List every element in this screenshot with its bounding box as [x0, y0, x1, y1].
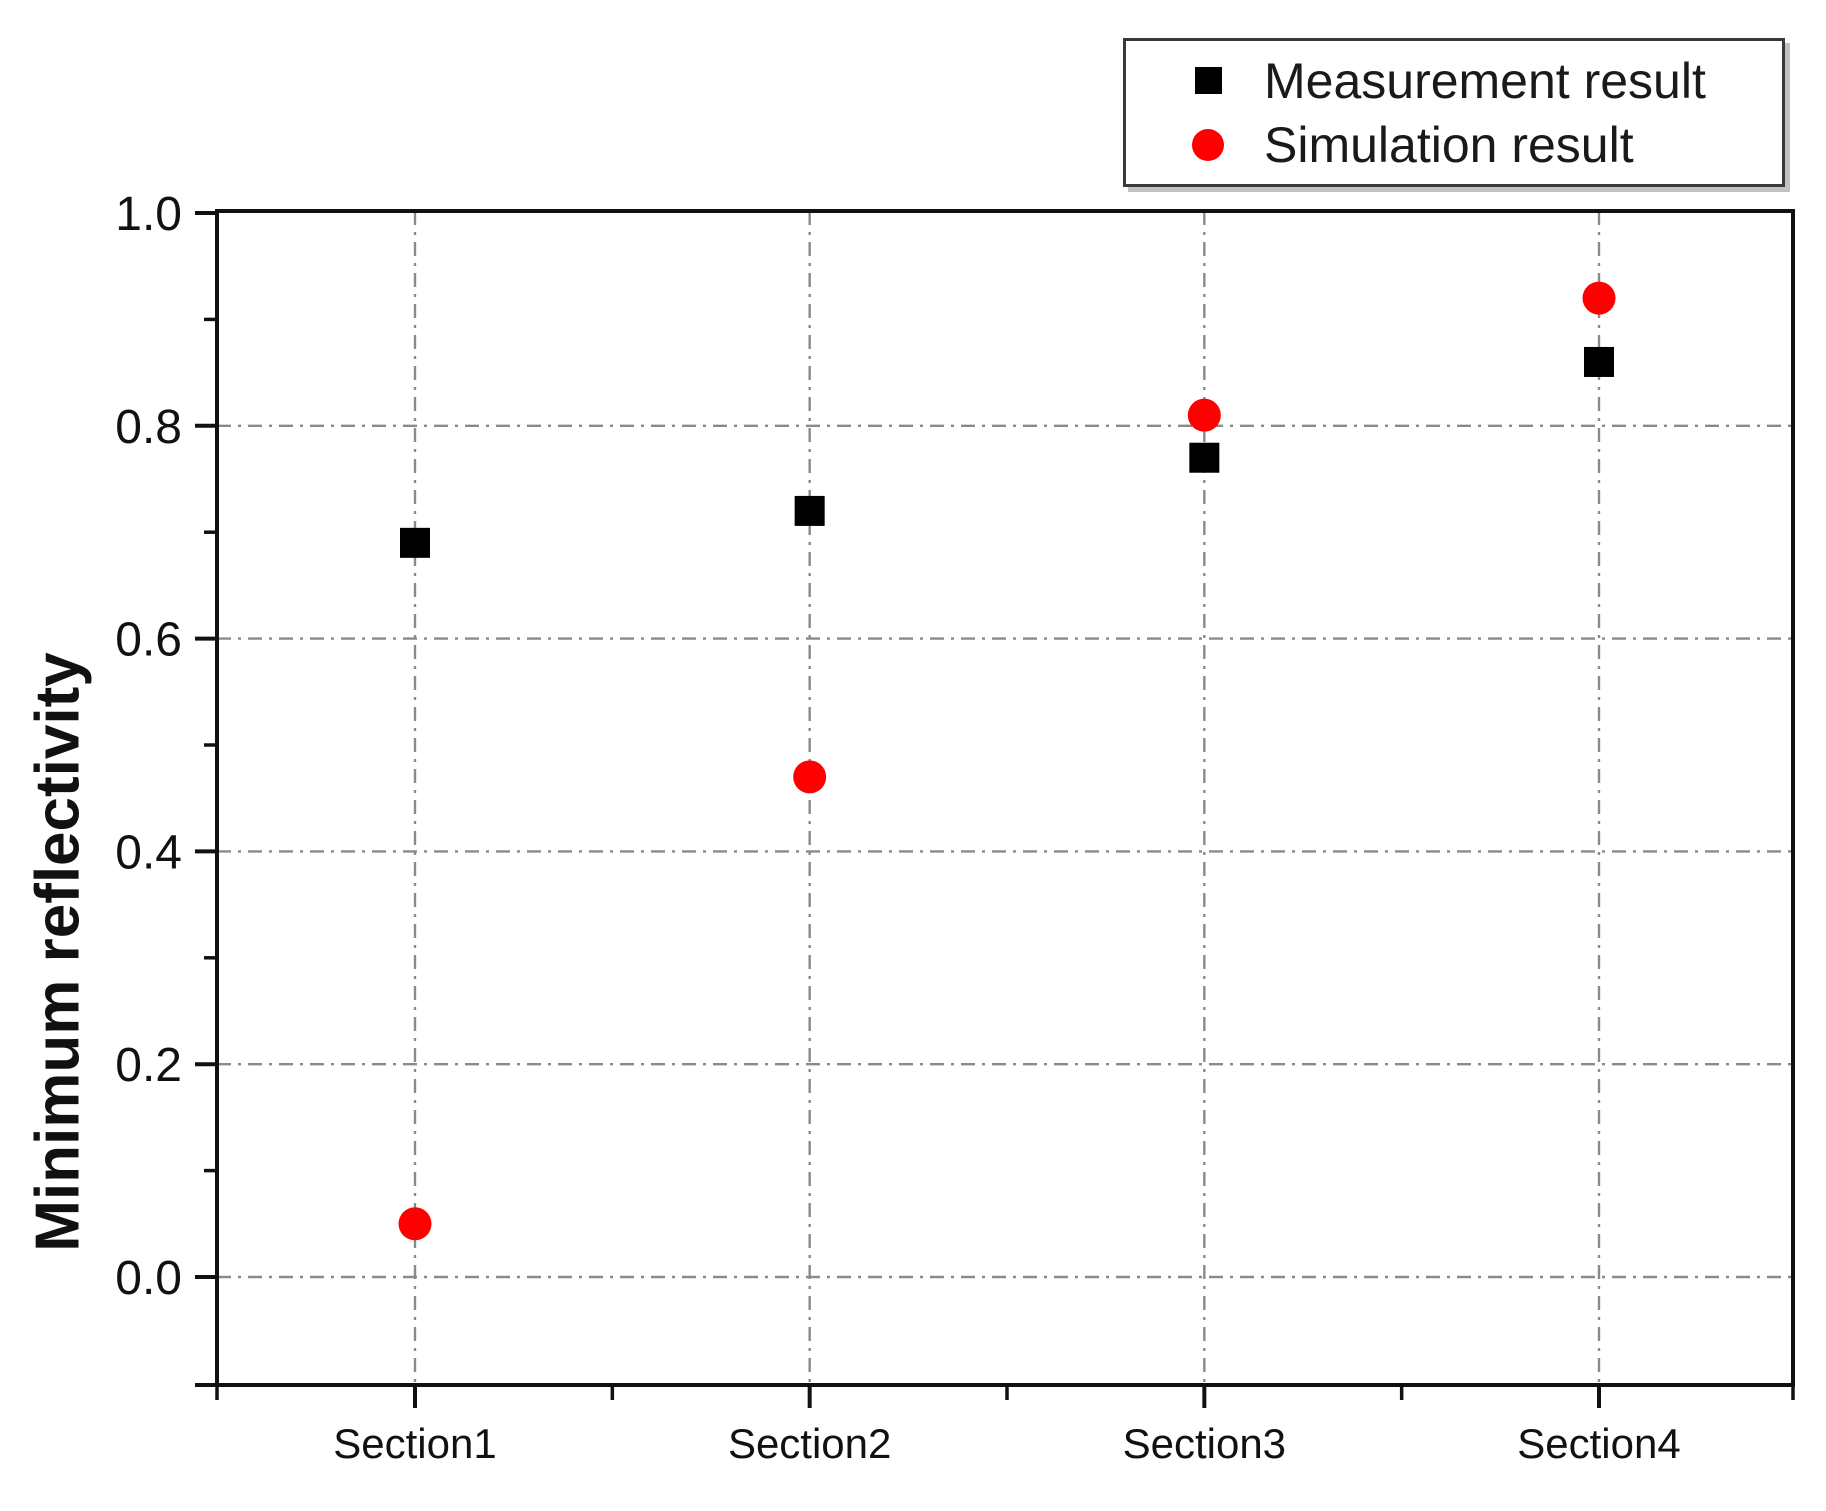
y-tick-label: 0.4	[115, 826, 182, 879]
marker-measurement-section2	[794, 495, 825, 526]
y-axis-title: Minimum reflectivity	[23, 652, 93, 1252]
legend-label-measurement: Measurement result	[1264, 52, 1706, 109]
marker-measurement-section1	[400, 527, 430, 558]
square-marker-icon	[1194, 67, 1222, 94]
legend-item-simulation: Simulation result	[1126, 113, 1782, 177]
legend: Measurement result Simulation result	[1123, 38, 1785, 187]
marker-simulation-section1	[398, 1207, 432, 1241]
circle-marker-icon	[1192, 128, 1224, 161]
y-tick-label: 0.8	[115, 401, 182, 454]
plot-frame	[215, 209, 1795, 1387]
legend-label-simulation: Simulation result	[1264, 116, 1634, 173]
x-category-label: Section2	[728, 1420, 891, 1467]
marker-measurement-section3	[1189, 442, 1220, 473]
marker-measurement-section4	[1584, 346, 1614, 377]
y-tick-label: 1.0	[115, 188, 182, 241]
marker-simulation-section2	[793, 760, 827, 794]
y-tick-label: 0.6	[115, 614, 182, 667]
legend-item-measurement: Measurement result	[1126, 49, 1782, 113]
marker-simulation-section4	[1582, 281, 1616, 315]
x-category-label: Section3	[1123, 1420, 1286, 1467]
marker-simulation-section3	[1187, 398, 1221, 432]
x-category-label: Section4	[1517, 1420, 1680, 1467]
legend-marker-box	[1186, 128, 1230, 161]
y-tick-label: 0.0	[115, 1252, 182, 1305]
y-tick-label: 0.2	[115, 1039, 182, 1092]
x-category-label: Section1	[333, 1420, 496, 1467]
legend-marker-box	[1186, 67, 1230, 94]
